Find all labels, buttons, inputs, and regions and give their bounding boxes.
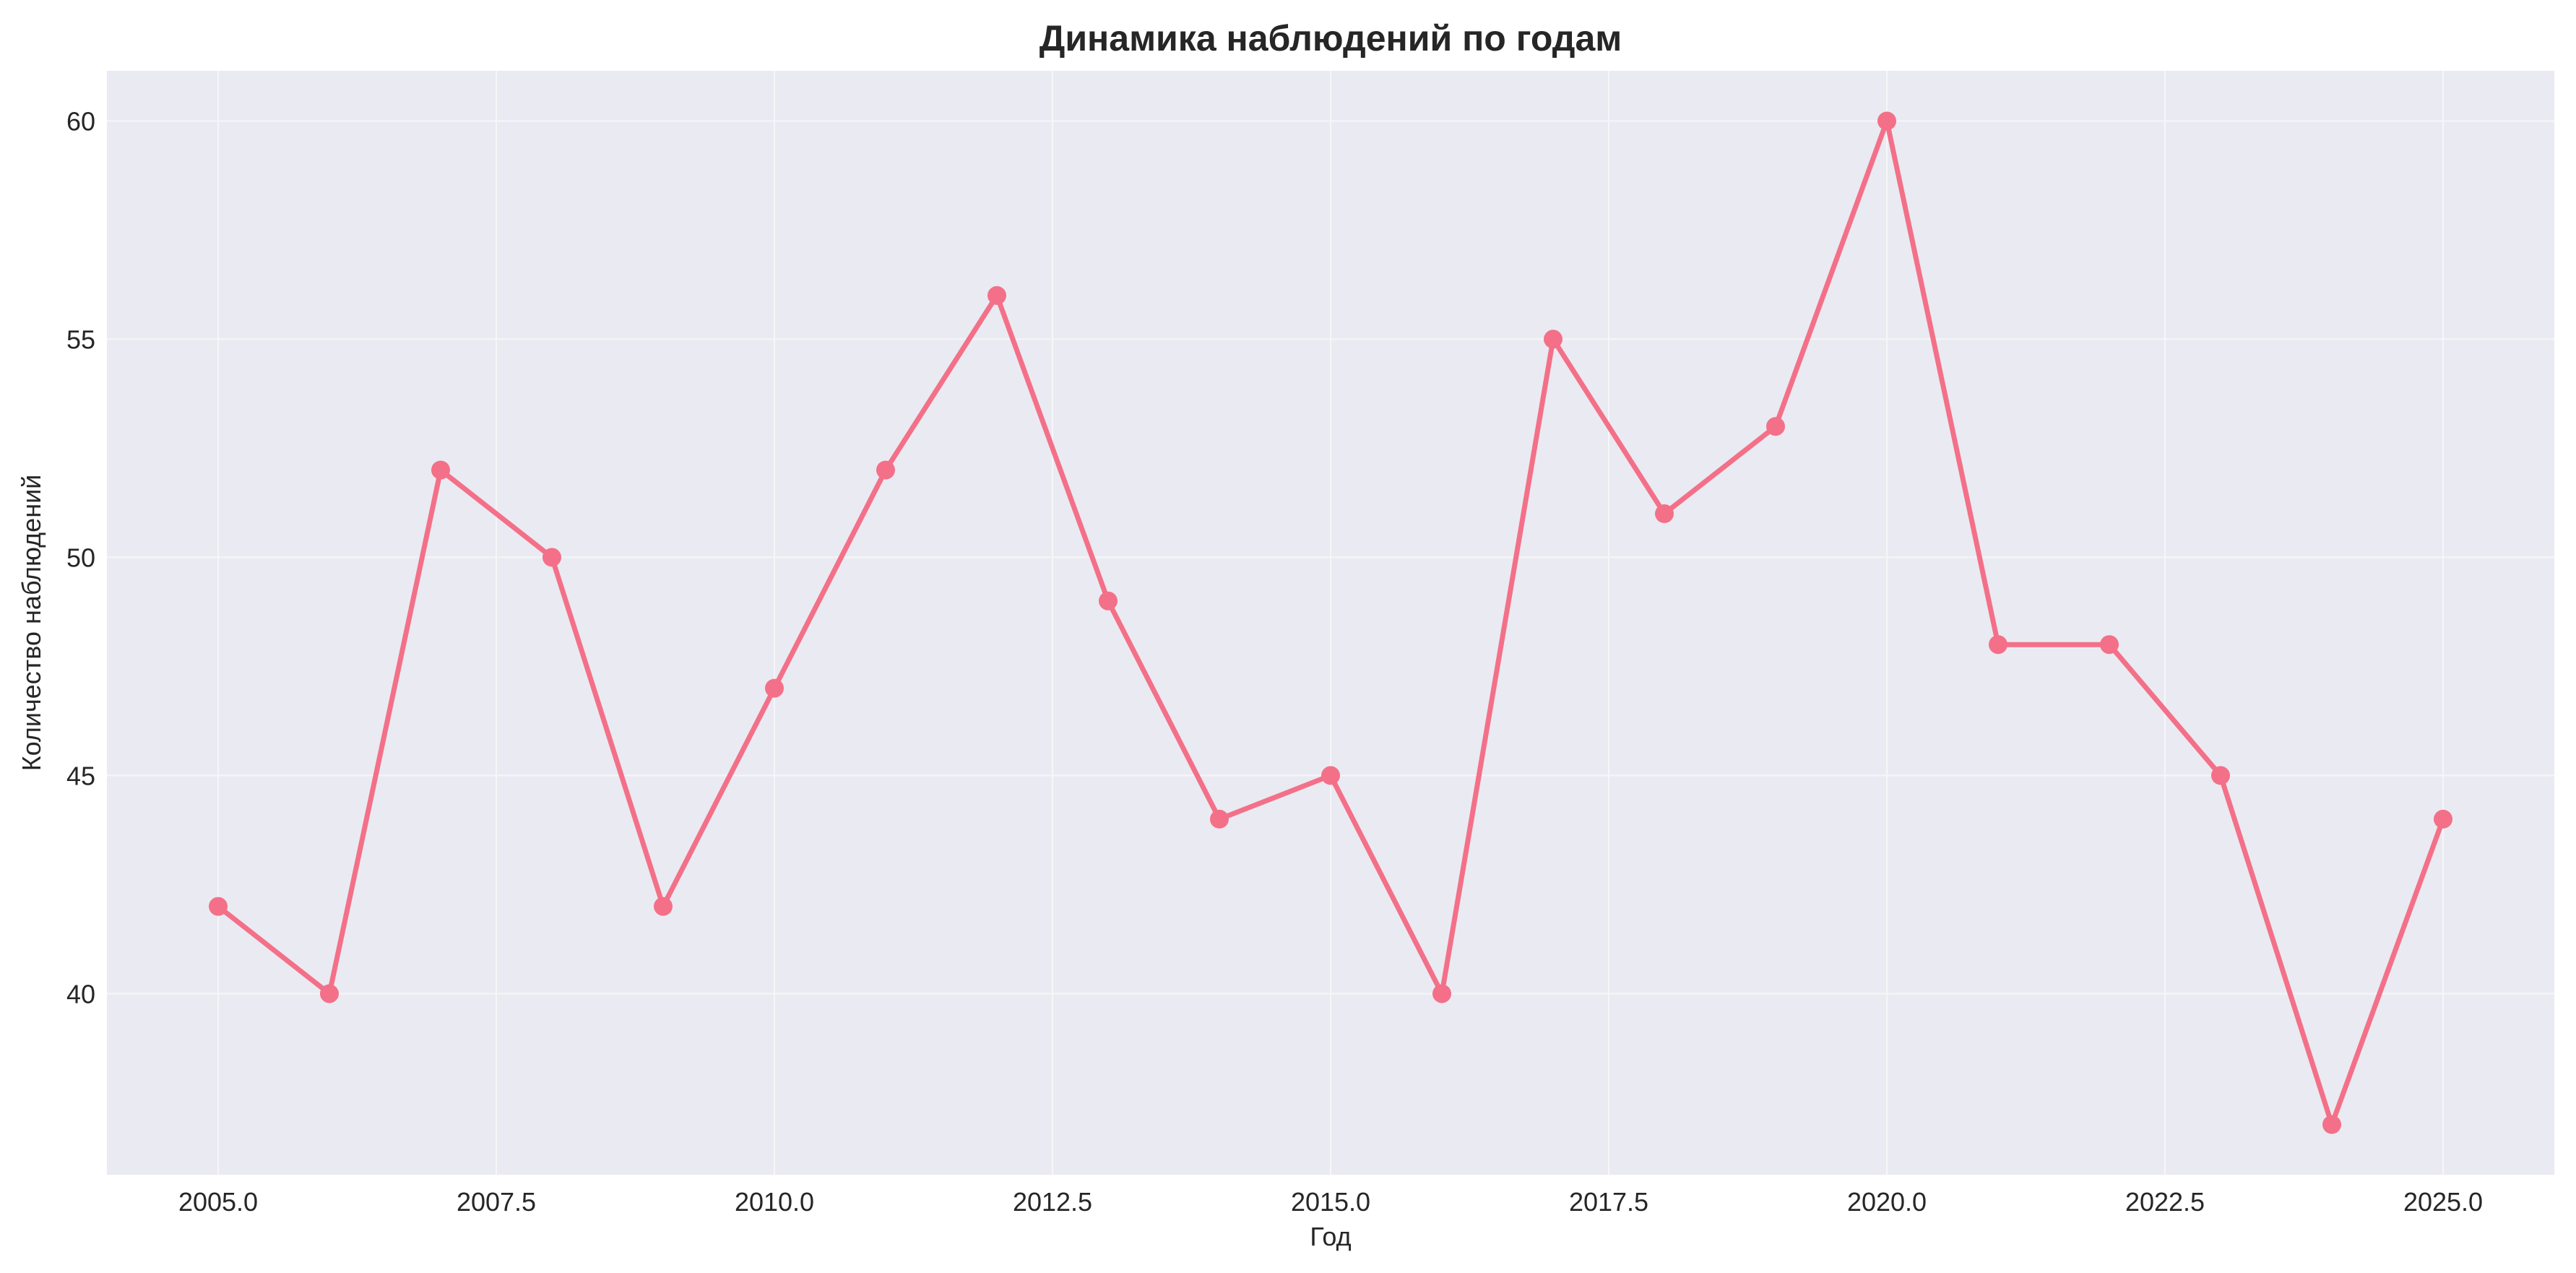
data-point bbox=[1210, 809, 1229, 829]
x-tick-label: 2017.5 bbox=[1569, 1187, 1648, 1217]
y-tick-label: 60 bbox=[66, 106, 95, 136]
data-point bbox=[765, 678, 784, 698]
chart-title: Динамика наблюдений по годам bbox=[1040, 18, 1622, 59]
data-point bbox=[1099, 591, 1118, 610]
data-point bbox=[1989, 635, 2007, 655]
tick-labels: 2005.0 2007.5 2010.0 2012.5 2015.0 2017.5 2020… bbox=[66, 106, 2483, 1217]
data-point bbox=[543, 548, 561, 567]
x-tick-label: 2022.5 bbox=[2125, 1187, 2205, 1217]
x-tick-label: 2025.0 bbox=[2403, 1187, 2483, 1217]
y-tick-label: 45 bbox=[66, 761, 95, 790]
series-layer bbox=[209, 111, 2452, 1134]
y-tick-label: 40 bbox=[66, 979, 95, 1009]
data-point bbox=[1544, 329, 1563, 349]
data-point bbox=[2100, 635, 2119, 655]
data-point bbox=[2434, 809, 2452, 829]
y-tick-label: 50 bbox=[66, 543, 95, 572]
x-tick-label: 2015.0 bbox=[1291, 1187, 1370, 1217]
data-point bbox=[431, 460, 450, 480]
data-point bbox=[2211, 766, 2230, 785]
y-axis-label: Количество наблюдений bbox=[17, 475, 46, 772]
x-tick-label: 2007.5 bbox=[457, 1187, 536, 1217]
data-point bbox=[1766, 417, 1785, 436]
data-point bbox=[1432, 984, 1451, 1004]
x-axis-label: Год bbox=[1310, 1222, 1351, 1251]
x-tick-label: 2010.0 bbox=[735, 1187, 814, 1217]
x-tick-label: 2005.0 bbox=[178, 1187, 258, 1217]
x-tick-label: 2020.0 bbox=[1847, 1187, 1927, 1217]
data-point bbox=[654, 897, 673, 916]
data-point bbox=[2322, 1115, 2341, 1134]
data-point bbox=[1877, 111, 1896, 131]
data-point bbox=[876, 460, 895, 480]
data-point bbox=[320, 984, 339, 1004]
y-tick-label: 55 bbox=[66, 324, 95, 354]
data-point bbox=[1321, 766, 1340, 785]
x-tick-label: 2012.5 bbox=[1013, 1187, 1092, 1217]
data-point bbox=[1655, 504, 1674, 524]
data-point bbox=[209, 897, 228, 916]
data-point bbox=[987, 286, 1006, 306]
